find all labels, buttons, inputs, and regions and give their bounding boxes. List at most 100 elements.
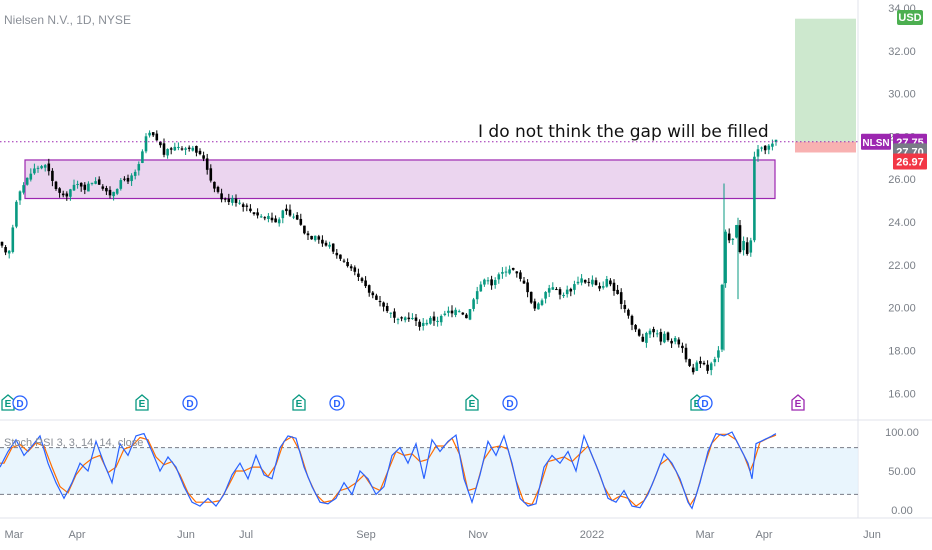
x-tick-label: Apr xyxy=(755,529,772,541)
candle-body xyxy=(637,329,641,336)
candle-body xyxy=(306,233,310,236)
candle-body xyxy=(709,363,713,371)
earnings-marker: E xyxy=(1,394,15,411)
candle-body xyxy=(677,339,681,345)
candle-body xyxy=(51,170,54,181)
candle-body xyxy=(288,209,292,216)
currency-label: USD xyxy=(898,12,921,24)
candle-body xyxy=(666,332,670,341)
dividend-shape xyxy=(12,395,28,411)
candle-body xyxy=(447,310,450,313)
candle-body xyxy=(411,317,414,319)
candle-body xyxy=(472,299,475,309)
candle-body xyxy=(339,254,342,259)
candle-body xyxy=(774,139,778,143)
candle-body xyxy=(421,322,425,326)
candle-body xyxy=(695,362,699,371)
candle-body xyxy=(403,317,407,321)
candle-body xyxy=(295,215,299,220)
candle-body xyxy=(461,312,465,315)
candle-body xyxy=(22,185,25,193)
candle-body xyxy=(749,240,753,253)
candle-body xyxy=(144,136,148,152)
candle-body xyxy=(551,287,555,290)
candle-body xyxy=(652,329,655,333)
candle-body xyxy=(209,168,213,181)
dividend-shape xyxy=(182,395,198,411)
candle-body xyxy=(753,156,756,241)
y-tick-label: 26.00 xyxy=(888,174,916,186)
candle-body xyxy=(36,167,40,169)
x-tick-label: Apr xyxy=(68,529,85,541)
dividend-marker: D xyxy=(502,395,518,411)
y-tick-label: 30.00 xyxy=(888,89,916,101)
candle-body xyxy=(504,271,508,273)
candle-body xyxy=(645,332,648,343)
candle-body xyxy=(673,337,677,342)
candle-body xyxy=(367,285,371,293)
stop-box xyxy=(795,141,856,153)
stoch-tick-label: 0.00 xyxy=(891,505,912,517)
candle-body xyxy=(630,315,634,325)
target-box xyxy=(795,18,856,142)
candle-body xyxy=(313,235,317,241)
candle-body xyxy=(317,236,321,240)
candle-body xyxy=(684,347,688,360)
candle-body xyxy=(457,311,461,313)
candle-body xyxy=(335,252,339,256)
candle-body xyxy=(166,149,169,156)
candle-body xyxy=(439,315,443,323)
axis-layer: 34.0032.0030.0028.0026.0024.0022.0020.00… xyxy=(5,3,927,541)
candle-body xyxy=(162,143,166,155)
candle-body xyxy=(360,278,364,282)
candle-body xyxy=(72,184,76,191)
candle-body xyxy=(731,238,735,240)
candle-body xyxy=(61,193,65,196)
candle-body xyxy=(195,145,198,153)
candle-body xyxy=(385,305,389,312)
candle-body xyxy=(245,205,249,207)
candle-body xyxy=(234,198,238,203)
price-tag-value: 26.97 xyxy=(896,156,924,168)
candle-body xyxy=(655,333,659,335)
dividend-shape xyxy=(329,395,345,411)
candle-body xyxy=(745,242,749,254)
candle-body xyxy=(270,217,274,221)
candle-body xyxy=(425,322,429,325)
candle-body xyxy=(205,158,209,170)
candle-body xyxy=(177,146,180,148)
y-tick-label: 20.00 xyxy=(888,303,916,315)
candle-body xyxy=(321,239,324,244)
candle-body xyxy=(277,219,281,224)
candle-body xyxy=(342,260,346,262)
candle-body xyxy=(648,330,652,335)
dividend-shape xyxy=(697,395,713,411)
candle-body xyxy=(159,141,162,146)
candle-body xyxy=(18,191,22,201)
candle-body xyxy=(148,132,151,136)
stoch-rsi-panel xyxy=(0,431,858,510)
candle-body xyxy=(65,193,69,197)
candle-body xyxy=(612,282,616,291)
candle-body xyxy=(191,147,195,151)
candle-body xyxy=(598,285,601,289)
event-letter: D xyxy=(333,399,340,410)
symbol-tag-label: NLSN xyxy=(862,138,889,149)
candle-body xyxy=(601,286,605,288)
event-letter: E xyxy=(5,399,12,410)
candle-body xyxy=(414,317,418,321)
candle-body xyxy=(583,279,587,283)
event-letter: D xyxy=(186,399,193,410)
dividend-marker: D xyxy=(12,395,28,411)
candle-body xyxy=(15,201,18,227)
candle-body xyxy=(0,241,4,246)
candle-body xyxy=(555,289,558,291)
candle-body xyxy=(515,271,519,274)
candle-body xyxy=(328,244,331,247)
candle-body xyxy=(609,280,612,285)
candle-body xyxy=(450,310,454,314)
candle-body xyxy=(231,197,234,203)
candle-body xyxy=(727,233,731,241)
